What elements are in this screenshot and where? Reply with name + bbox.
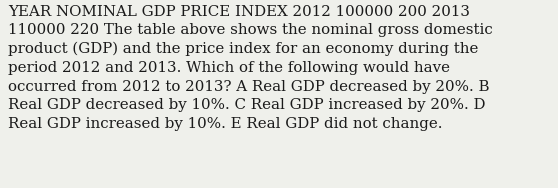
Text: YEAR NOMINAL GDP PRICE INDEX 2012 100000 200 2013
110000 220 The table above sho: YEAR NOMINAL GDP PRICE INDEX 2012 100000… (8, 5, 493, 131)
